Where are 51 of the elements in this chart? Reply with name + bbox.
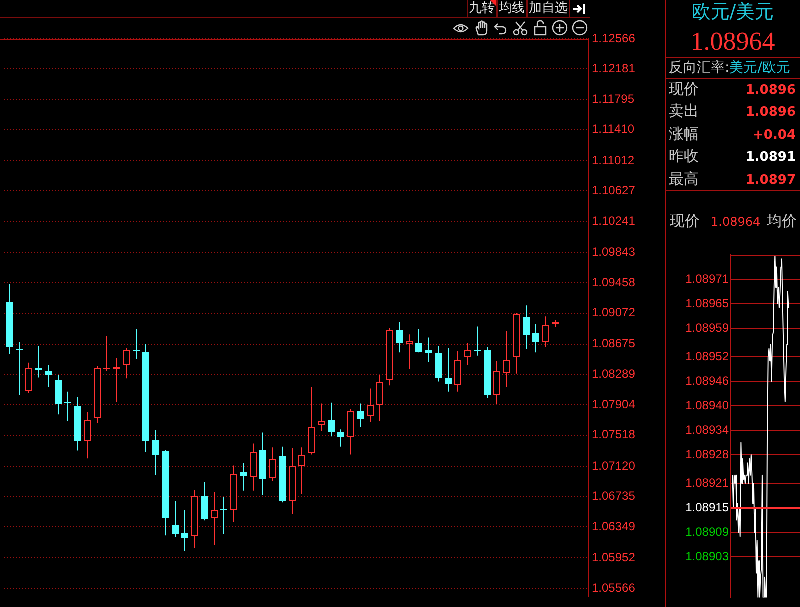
y-tick-label: 1.10627 [592, 184, 636, 198]
y-tick-label: 1.05952 [592, 550, 636, 564]
text: 1.0896 [746, 83, 796, 98]
text: 1.0891 [746, 150, 796, 166]
y-tick-label: 1.08289 [592, 367, 636, 382]
y-tick-label: 1.05566 [592, 580, 636, 595]
text: 现价 [670, 212, 700, 230]
text: 涨幅 [669, 124, 699, 143]
text: 均线 [499, 1, 525, 16]
text: 欧元/美元 [692, 1, 774, 23]
y-tick-label: 1.06349 [592, 519, 636, 534]
y-tick-label: 1.09072 [592, 306, 636, 320]
y-tick-label: 1.08909 [686, 524, 730, 539]
y-tick-label: 1.08928 [686, 447, 730, 462]
y-tick-label: 1.09843 [592, 245, 636, 260]
text: +0.04 [753, 128, 796, 143]
y-tick-label: 1.08959 [686, 320, 730, 335]
text: 1.0896 [746, 105, 796, 120]
text: 1.08964 [690, 27, 776, 56]
y-tick-label: 1.08952 [686, 349, 730, 364]
text: 现价 [669, 80, 699, 98]
y-tick-label: 1.12566 [592, 31, 636, 46]
text: 最高 [669, 170, 699, 188]
text: 昨收 [669, 147, 699, 166]
y-tick-label: 1.06735 [592, 489, 636, 504]
y-tick-label: 1.08971 [686, 272, 730, 286]
y-tick-label: 1.08675 [592, 336, 636, 351]
y-tick-label: 1.12181 [592, 62, 636, 76]
text: 1.08964 [711, 215, 761, 229]
y-tick-label: 1.07904 [592, 397, 636, 412]
y-tick-label: 1.11410 [592, 122, 635, 136]
text: 反向汇率: [669, 60, 730, 76]
text: 美元/欧元 [730, 60, 790, 76]
y-tick-label: 1.08934 [686, 422, 730, 437]
text: 九转 [469, 1, 495, 16]
y-tick-label: 1.07120 [592, 458, 636, 473]
y-tick-label: 1.08915 [686, 500, 730, 514]
y-tick-label: 1.08946 [686, 374, 730, 388]
y-tick-label: 1.09458 [592, 275, 636, 290]
text: 加自选 [529, 1, 568, 16]
y-tick-label: 1.10241 [592, 214, 636, 228]
y-tick-label: 1.08940 [686, 398, 730, 412]
text: 均价 [767, 212, 797, 230]
text: 1.0897 [746, 172, 796, 188]
y-tick-label: 1.07518 [592, 428, 636, 442]
text: 卖出 [669, 102, 699, 120]
y-tick-label: 1.11012 [592, 153, 635, 168]
y-tick-label: 1.11795 [592, 92, 635, 106]
y-tick-label: 1.08921 [686, 476, 730, 490]
y-tick-label: 1.08965 [686, 296, 730, 310]
y-tick-label: 1.08903 [686, 549, 730, 564]
